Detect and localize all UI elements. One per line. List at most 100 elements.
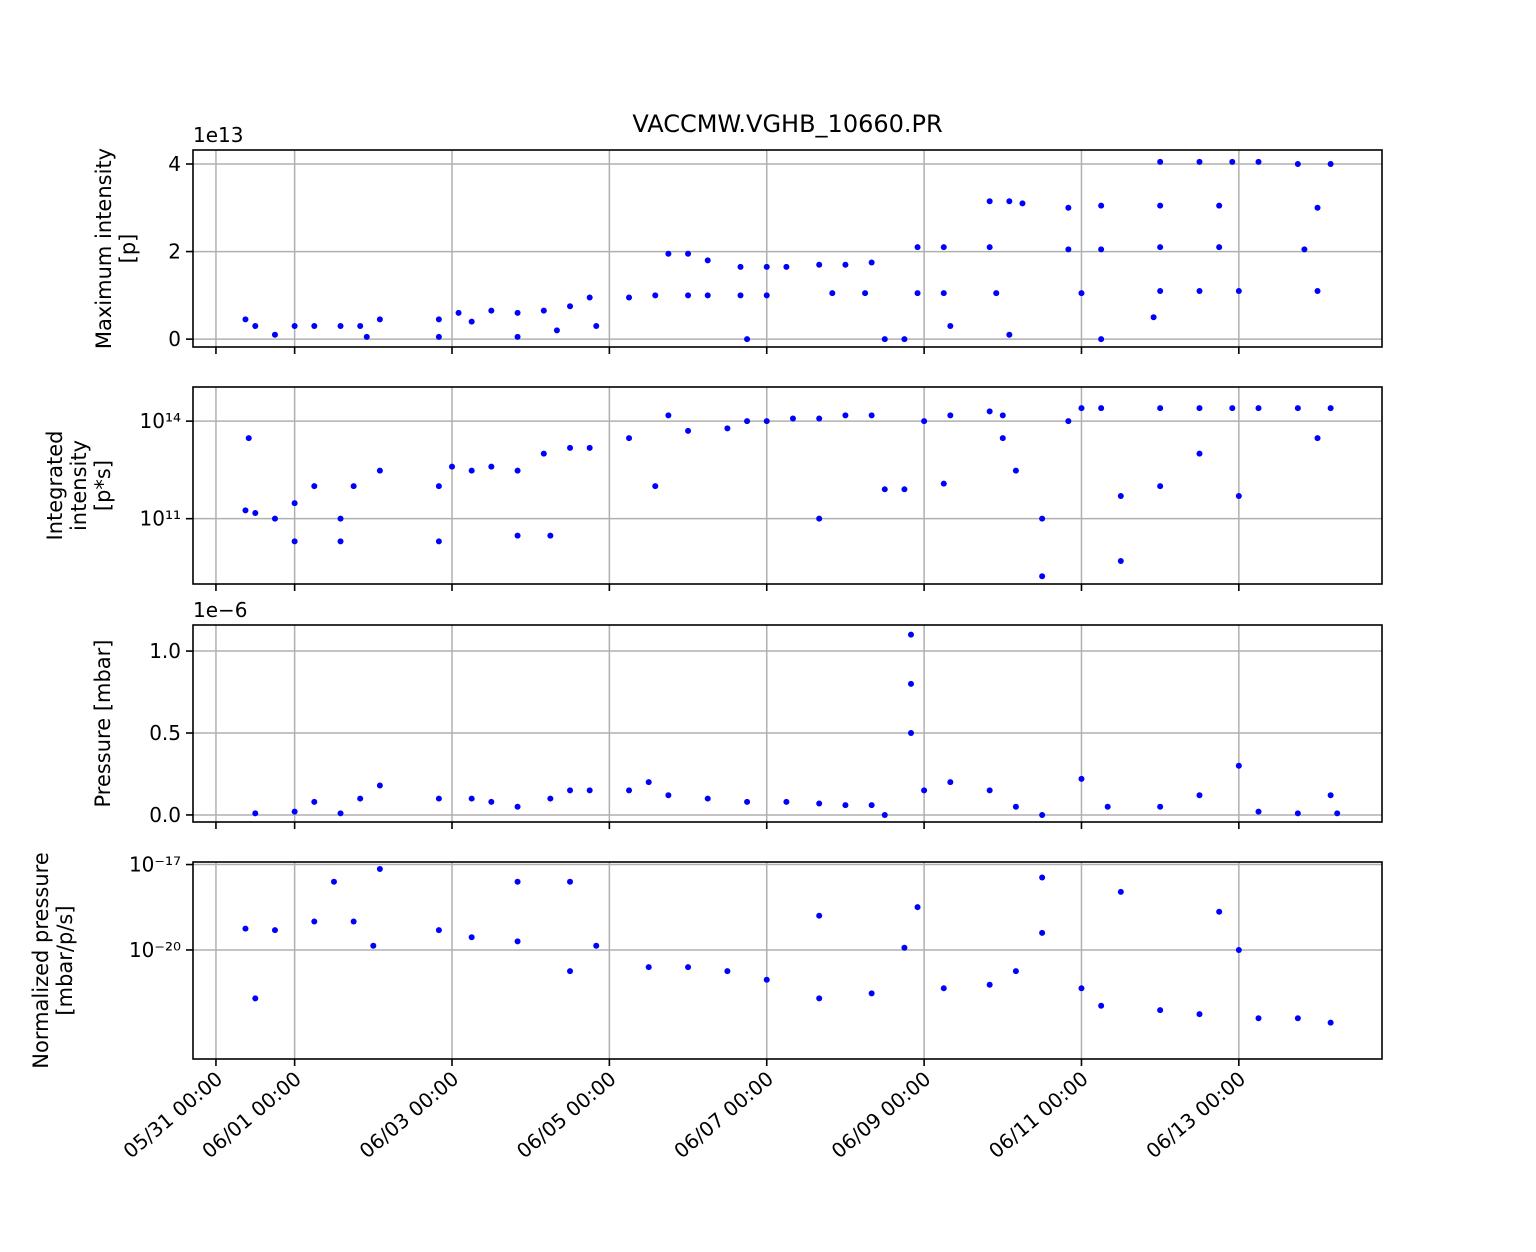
point — [842, 802, 849, 809]
point — [1327, 161, 1334, 168]
point — [291, 808, 298, 815]
y-axis-label: [mbar/p/s] — [53, 905, 77, 1015]
point — [242, 507, 249, 514]
point — [940, 480, 947, 487]
point — [1012, 803, 1019, 810]
y-tick-label: 10¹¹ — [140, 507, 181, 531]
point — [816, 912, 823, 919]
point — [514, 309, 521, 316]
point — [881, 486, 888, 493]
x-tick-label: 06/13 00:00 — [1141, 1066, 1250, 1163]
point — [685, 250, 692, 257]
point — [1235, 287, 1242, 294]
point — [350, 918, 357, 925]
y-tick-label: 4 — [168, 152, 181, 176]
point — [1098, 246, 1105, 253]
y-tick-label: 10⁻¹⁷ — [129, 853, 181, 877]
point — [1216, 202, 1223, 209]
point — [1012, 968, 1019, 975]
point — [376, 865, 383, 872]
point — [1157, 202, 1164, 209]
point — [999, 435, 1006, 442]
point — [449, 463, 456, 470]
point — [1235, 762, 1242, 769]
x-tick-label: 06/03 00:00 — [355, 1066, 464, 1163]
point — [868, 990, 875, 997]
point — [921, 787, 928, 794]
point — [842, 261, 849, 268]
point — [435, 927, 442, 934]
point — [514, 532, 521, 539]
point — [468, 795, 475, 802]
point — [586, 294, 593, 301]
point — [1229, 405, 1236, 412]
point — [1098, 336, 1105, 343]
point — [435, 795, 442, 802]
point — [868, 412, 875, 419]
point — [488, 463, 495, 470]
point — [829, 290, 836, 297]
point — [763, 292, 770, 299]
point — [1117, 557, 1124, 564]
point — [1196, 1011, 1203, 1018]
point — [947, 412, 954, 419]
point — [1255, 1015, 1262, 1022]
point — [547, 795, 554, 802]
point — [993, 290, 1000, 297]
point — [337, 538, 344, 545]
point — [357, 795, 364, 802]
point — [685, 292, 692, 299]
point — [1196, 792, 1203, 799]
point — [789, 415, 796, 422]
point — [1157, 1007, 1164, 1014]
point — [1235, 946, 1242, 953]
point — [665, 250, 672, 257]
point — [868, 802, 875, 809]
point — [868, 259, 875, 266]
point — [901, 944, 908, 951]
point — [862, 290, 869, 297]
point — [311, 483, 318, 490]
point — [1294, 810, 1301, 817]
point — [1039, 874, 1046, 881]
point — [947, 779, 954, 786]
x-tick-label: 06/09 00:00 — [827, 1066, 936, 1163]
point — [1216, 908, 1223, 915]
point — [724, 425, 731, 432]
point — [1039, 811, 1046, 818]
offset-text: 1e−6 — [193, 598, 248, 622]
point — [1301, 246, 1308, 253]
point — [1006, 331, 1013, 338]
point — [652, 483, 659, 490]
point — [1255, 158, 1262, 165]
point — [1065, 246, 1072, 253]
point — [252, 995, 259, 1002]
point — [1334, 810, 1341, 817]
point — [986, 198, 993, 205]
x-tick-label: 06/07 00:00 — [669, 1066, 778, 1163]
point — [626, 435, 633, 442]
point — [1327, 405, 1334, 412]
point — [553, 327, 560, 334]
axes-frame — [192, 861, 1383, 1060]
point — [744, 798, 751, 805]
point — [1157, 158, 1164, 165]
point — [763, 418, 770, 425]
point — [1065, 418, 1072, 425]
axes-frame — [192, 149, 1383, 348]
point — [540, 307, 547, 314]
point — [921, 418, 928, 425]
point — [1012, 467, 1019, 474]
point — [567, 444, 574, 451]
offset-text: 1e13 — [193, 123, 243, 147]
point — [1255, 808, 1262, 815]
point — [1294, 1015, 1301, 1022]
point — [1327, 792, 1334, 799]
point — [665, 412, 672, 419]
point — [1294, 161, 1301, 168]
point — [271, 515, 278, 522]
y-tick-label: 0.5 — [149, 721, 181, 745]
point — [1314, 287, 1321, 294]
point — [999, 412, 1006, 419]
point — [252, 322, 259, 329]
